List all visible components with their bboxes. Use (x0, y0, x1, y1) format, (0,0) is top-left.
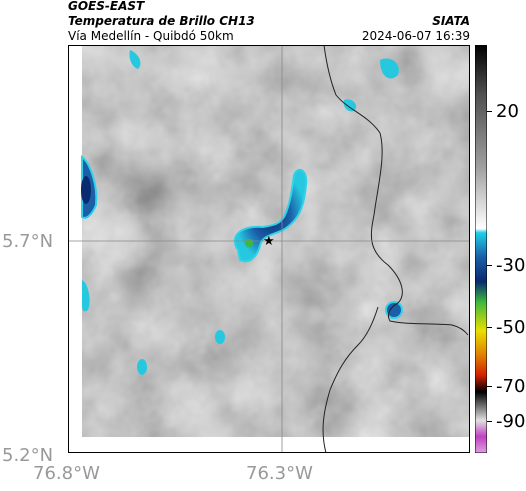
product-title: Temperatura de Brillo CH13 (68, 14, 255, 28)
cold-cloud-east (343, 99, 357, 112)
colorbar-tick-minus70: -70 (496, 376, 526, 397)
cold-cloud-south-2 (137, 359, 147, 375)
cold-cloud-west-core (81, 176, 91, 204)
cold-cloud-southeast (385, 301, 403, 319)
colorbar-tick-mark-minus50 (487, 327, 492, 328)
cold-cloud-southwest (82, 280, 90, 312)
lat-label-5-7: 5.7°N (2, 231, 54, 252)
colorbar-tick-mark-minus90 (487, 421, 492, 422)
satellite-map[interactable]: ★ (68, 45, 470, 453)
satellite-title: GOES-EAST (68, 0, 145, 13)
colorbar-tick-mark-minus70 (487, 386, 492, 387)
colorbar-tick-minus30: -30 (496, 255, 526, 276)
colorbar-tick-minus50: -50 (496, 317, 526, 338)
lon-label-76-3: 76.3°W (246, 463, 313, 484)
boundary-line (322, 306, 379, 453)
temperature-colorbar (474, 44, 488, 454)
star-marker: ★ (263, 234, 275, 249)
cold-cloud-northwest (129, 50, 141, 69)
region-subtitle: Vía Medellín - Quibdó 50km (68, 29, 234, 43)
lat-label-5-2: 5.2°N (2, 445, 54, 466)
green-cloud-core (245, 239, 253, 247)
cold-cloud-south-1 (215, 330, 225, 344)
colorbar-tick-minus90: -90 (496, 411, 526, 432)
colorbar-tick-mark-20 (487, 111, 492, 112)
coastline (323, 45, 469, 336)
lon-label-76-8: 76.8°W (33, 463, 100, 484)
organization-label: SIATA (432, 14, 470, 28)
cold-cloud-main (233, 168, 308, 263)
colorbar-tick-mark-minus30 (487, 265, 492, 266)
map-frame (68, 45, 470, 453)
colorbar-tick-20: 20 (496, 101, 519, 122)
cold-cloud-northeast (380, 58, 399, 79)
timestamp-label: 2024-06-07 16:39 (361, 29, 470, 43)
